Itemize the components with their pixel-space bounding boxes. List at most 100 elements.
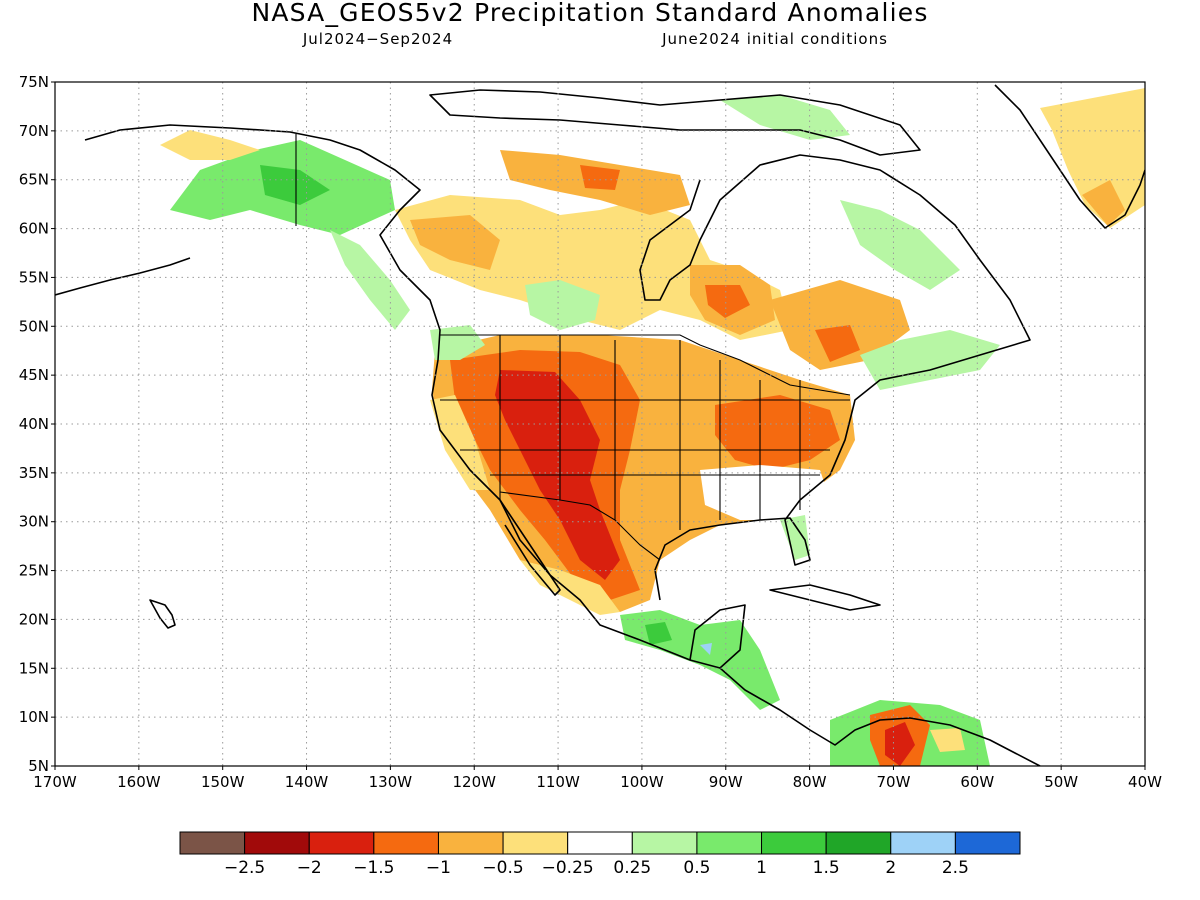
- colorbar-label: −2: [297, 858, 322, 878]
- colorbar-label: −2.5: [224, 858, 265, 878]
- coastline-baja: [499, 499, 561, 596]
- lat-tick-label: 15N: [19, 659, 49, 677]
- lon-tick-label: 140W: [285, 773, 329, 791]
- latitude-axis: 75N 70N 65N 60N 55N 50N 45N 40N 35N 30N 25N 20N 15N 1…: [19, 73, 55, 775]
- colorbar-label: −1: [426, 858, 451, 878]
- anomaly-region-mexico-west-dry: [520, 560, 620, 615]
- lon-tick-label: 90W: [709, 773, 743, 791]
- lat-tick-label: 5N: [28, 757, 49, 775]
- lon-tick-label: 120W: [452, 773, 496, 791]
- anomaly-region-alaska-dry: [160, 130, 260, 160]
- anomaly-region-florida-wet: [780, 515, 810, 560]
- coastline-gulf-and-east: [639, 154, 1031, 601]
- lon-tick-label: 80W: [793, 773, 827, 791]
- colorbar-swatch: [761, 831, 827, 855]
- anomaly-region-hudson-south-core: [705, 285, 750, 318]
- colorbar-swatch: [954, 831, 1021, 855]
- colorbar-swatch: [308, 831, 375, 855]
- lat-tick-label: 50N: [19, 317, 49, 335]
- lat-tick-label: 65N: [19, 171, 49, 189]
- colorbar-swatch: [696, 831, 763, 855]
- anomaly-region-central-america-blue: [700, 643, 712, 655]
- colorbar-label: −0.25: [542, 858, 594, 878]
- anomaly-region-venezuela-dry: [930, 728, 965, 752]
- anomaly-region-bc-coast-wet: [330, 230, 410, 330]
- colorbar-label: 0.5: [683, 858, 710, 878]
- lat-tick-label: 30N: [19, 513, 49, 531]
- colorbar-label: 2: [885, 858, 896, 878]
- longitude-axis: 170W 160W 150W 140W 130W 120W 110W 100W 90W 80W 70…: [33, 766, 1162, 791]
- lat-tick-label: 45N: [19, 366, 49, 384]
- lon-tick-label: 130W: [369, 773, 413, 791]
- anomaly-region-ohio-valley-mod: [715, 395, 840, 470]
- anomaly-region-alaska-wet-core: [260, 165, 330, 205]
- map-plot-area: [55, 82, 1145, 766]
- colorbar-swatch: [437, 831, 504, 855]
- anomaly-region-hudson-north-core: [580, 165, 620, 190]
- colorbar-swatch: [179, 831, 246, 855]
- colorbar-swatch: [567, 831, 633, 855]
- colorbar-swatch: [502, 831, 569, 855]
- lon-tick-label: 100W: [620, 773, 664, 791]
- coastline-north-america: [84, 124, 1041, 766]
- period-label: Jul2024−Sep2024: [302, 30, 453, 48]
- anomaly-region-greenland-core: [1082, 180, 1125, 226]
- coastline-aleutians: [55, 257, 191, 296]
- lat-tick-label: 20N: [19, 610, 49, 628]
- lat-tick-label: 75N: [19, 73, 49, 91]
- lat-tick-label: 10N: [19, 708, 49, 726]
- lat-tick-label: 25N: [19, 562, 49, 580]
- lon-tick-label: 70W: [877, 773, 911, 791]
- colorbar-label: 1.5: [813, 858, 840, 878]
- coastline-arctic-islands: [429, 89, 921, 156]
- anomaly-region-quebec-dry: [770, 280, 910, 370]
- coastline-yucatan: [689, 604, 746, 669]
- colorbar-label: −0.5: [482, 858, 523, 878]
- colorbar-swatch: [890, 831, 956, 855]
- anomaly-region-labrador-wet: [840, 200, 960, 290]
- lon-tick-label: 160W: [117, 773, 161, 791]
- anomaly-region-canada-west-mod: [410, 215, 500, 270]
- lat-tick-label: 60N: [19, 220, 49, 238]
- coastline-hawaii: [149, 599, 176, 629]
- anomaly-region-central-america-core: [645, 622, 672, 645]
- lon-tick-label: 170W: [33, 773, 77, 791]
- border-us-mexico: [499, 491, 661, 561]
- political-borders: [295, 134, 851, 561]
- coastline-greenland: [994, 84, 1145, 229]
- anomaly-region-south-america-core: [885, 722, 915, 766]
- colorbar-label: 1: [756, 858, 767, 878]
- lat-tick-label: 35N: [19, 464, 49, 482]
- anomaly-region-canada-west-dry: [395, 195, 790, 340]
- lat-tick-label: 40N: [19, 415, 49, 433]
- colorbar-label: 2.5: [942, 858, 969, 878]
- anomaly-region-canada-prairie-wet: [525, 280, 600, 330]
- lon-tick-label: 50W: [1044, 773, 1078, 791]
- lon-tick-label: 150W: [201, 773, 245, 791]
- anomaly-region-west-coast-dry: [430, 395, 490, 490]
- colorbar-swatch: [825, 831, 892, 855]
- coastlines: [55, 84, 1145, 766]
- figure-title: NASA_GEOS5v2 Precipitation Standard Anom…: [251, 0, 928, 27]
- lon-tick-label: 60W: [960, 773, 994, 791]
- border-us-states-2: [440, 399, 850, 476]
- lon-tick-label: 110W: [536, 773, 580, 791]
- colorbar-label: 0.25: [613, 858, 651, 878]
- initial-conditions-label: June2024 initial conditions: [661, 30, 888, 48]
- colorbar-swatch: [631, 831, 698, 855]
- lat-tick-label: 55N: [19, 268, 49, 286]
- anomaly-region-greenland: [1040, 88, 1145, 228]
- lon-tick-label: 40W: [1128, 773, 1162, 791]
- colorbar-swatch: [244, 831, 310, 855]
- lat-tick-label: 70N: [19, 122, 49, 140]
- anomaly-shading: [160, 88, 1145, 766]
- anomaly-region-pacific-nw-wet: [430, 325, 485, 360]
- border-us-states-1: [499, 335, 801, 530]
- anomaly-region-maritime-wet: [860, 330, 1000, 390]
- colorbar: −2.5 −2 −1.5 −1 −0.5 −0.25 0.25 0.5 1 1.5 2 2.5: [179, 831, 1021, 878]
- colorbar-label: −1.5: [353, 858, 394, 878]
- anomaly-region-arctic-wet: [720, 95, 850, 140]
- anomaly-region-quebec-core: [815, 325, 860, 362]
- graticule: [55, 82, 1145, 766]
